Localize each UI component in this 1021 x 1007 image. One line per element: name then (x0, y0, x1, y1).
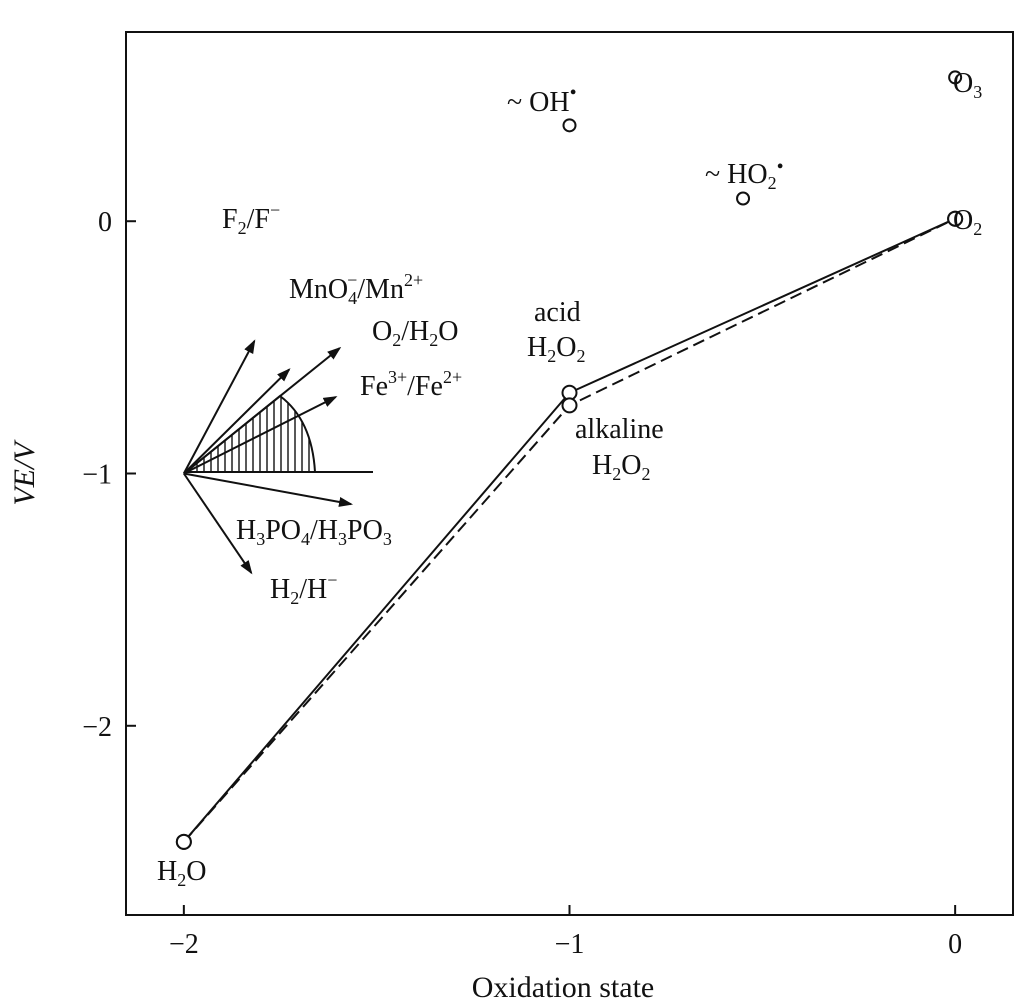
x-tick-label: −1 (555, 929, 585, 960)
y-tick-label: 0 (98, 207, 112, 238)
y-axis-title: VE/V (8, 439, 41, 506)
x-axis-title: Oxidation state (472, 971, 654, 1004)
label-h2-h: H2/H− (270, 570, 337, 608)
y-tick-label: −1 (82, 460, 112, 491)
annotation-labels: H2O O2 O3 ~ OH• ~ HO2• acid H2O2 alkalin… (157, 68, 982, 890)
slope-arrow (182, 339, 256, 474)
isolated-point (948, 70, 963, 85)
slope-arrow (183, 472, 354, 507)
label-alkaline: alkaline (575, 414, 664, 445)
label-alkaline-h2o2: H2O2 (592, 450, 650, 484)
points-group (175, 70, 964, 850)
axis-ticks: −2 −1 0 0 −1 −2 (82, 207, 962, 960)
label-o2: O2 (953, 205, 982, 239)
label-mno4: MnO4−/Mn2+ (289, 270, 423, 308)
isolated-point (562, 118, 577, 133)
data-point (947, 210, 964, 227)
label-acid: acid (534, 297, 581, 328)
slope-arrow (183, 368, 291, 475)
label-fe: Fe3+/Fe2+ (360, 367, 462, 402)
label-o3: O3 (953, 68, 982, 102)
slope-arrow (183, 472, 253, 575)
x-tick-label: 0 (948, 929, 962, 960)
plot-frame (125, 31, 1014, 916)
label-acid-h2o2: H2O2 (527, 332, 585, 366)
slope-arrow (183, 396, 338, 475)
label-f2: F2/F− (222, 200, 280, 238)
slope-inset (182, 339, 373, 575)
data-point (561, 397, 578, 414)
label-h3po4: H3PO4/H3PO3 (236, 515, 392, 549)
y-tick-label: −2 (82, 712, 112, 743)
label-o2-h2o: O2/H2O (372, 316, 458, 350)
label-ho2: ~ HO2• (705, 156, 784, 193)
label-oh: ~ OH• (507, 82, 577, 118)
label-h2o: H2O (157, 856, 206, 890)
data-point (175, 833, 192, 850)
slope-arrow (183, 346, 342, 475)
hatched-region (183, 394, 317, 473)
isolated-point (736, 191, 751, 206)
x-tick-label: −2 (169, 929, 199, 960)
